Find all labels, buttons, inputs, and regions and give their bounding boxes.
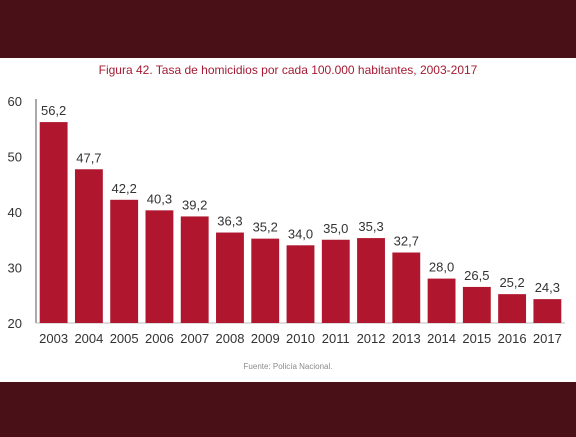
x-tick-label: 2017 bbox=[533, 331, 562, 346]
x-tick-label: 2003 bbox=[39, 331, 68, 346]
x-tick-label: 2009 bbox=[251, 331, 280, 346]
data-label: 40,3 bbox=[147, 191, 172, 206]
data-label: 35,2 bbox=[253, 220, 278, 235]
x-tick-label: 2008 bbox=[216, 331, 245, 346]
x-tick-label: 2007 bbox=[180, 331, 209, 346]
y-tick-label: 50 bbox=[8, 150, 22, 165]
bar bbox=[216, 232, 244, 323]
x-tick-label: 2011 bbox=[322, 331, 350, 346]
chart-title: Figura 42. Tasa de homicidios por cada 1… bbox=[98, 63, 478, 77]
x-tick-label: 2006 bbox=[145, 331, 174, 346]
y-tick-label: 20 bbox=[8, 316, 22, 331]
data-label: 35,3 bbox=[358, 219, 383, 234]
x-tick-label: 2015 bbox=[462, 331, 491, 346]
bar bbox=[392, 252, 421, 323]
x-tick-label: 2005 bbox=[110, 331, 139, 346]
data-label: 39,2 bbox=[182, 197, 207, 212]
data-label: 42,2 bbox=[112, 181, 137, 196]
bar bbox=[321, 239, 350, 323]
top-frame-band bbox=[0, 0, 576, 58]
x-tick-label: 2004 bbox=[74, 331, 103, 346]
data-label: 47,7 bbox=[76, 150, 101, 165]
x-tick-label: 2013 bbox=[392, 331, 421, 346]
y-tick-label: 30 bbox=[8, 261, 22, 276]
bar bbox=[110, 199, 139, 323]
y-tick-label: 40 bbox=[8, 205, 22, 220]
bar bbox=[180, 216, 209, 323]
bar bbox=[145, 210, 174, 323]
data-label: 28,0 bbox=[429, 260, 454, 275]
y-tick-label: 60 bbox=[8, 94, 22, 109]
bottom-frame-band bbox=[0, 382, 576, 437]
x-tick-label: 2016 bbox=[498, 331, 527, 346]
data-label: 26,5 bbox=[464, 268, 489, 283]
bar bbox=[39, 122, 68, 323]
bar bbox=[498, 294, 527, 323]
data-label: 25,2 bbox=[499, 275, 524, 290]
data-label: 36,3 bbox=[217, 214, 242, 229]
data-label: 34,0 bbox=[288, 226, 313, 241]
x-tick-label: 2012 bbox=[357, 331, 386, 346]
bar bbox=[533, 299, 562, 323]
bar bbox=[251, 238, 280, 323]
data-label: 56,2 bbox=[41, 103, 66, 118]
data-label: 24,3 bbox=[535, 280, 560, 295]
x-tick-label: 2014 bbox=[427, 331, 456, 346]
bar bbox=[74, 169, 103, 323]
bar bbox=[462, 286, 491, 323]
bar bbox=[427, 278, 456, 323]
bar bbox=[357, 238, 385, 323]
bar bbox=[286, 245, 315, 323]
source-note: Fuente: Policía Nacional. bbox=[243, 362, 333, 371]
data-label: 32,7 bbox=[394, 234, 419, 249]
x-tick-label: 2010 bbox=[286, 331, 315, 346]
data-label: 35,0 bbox=[323, 221, 348, 236]
